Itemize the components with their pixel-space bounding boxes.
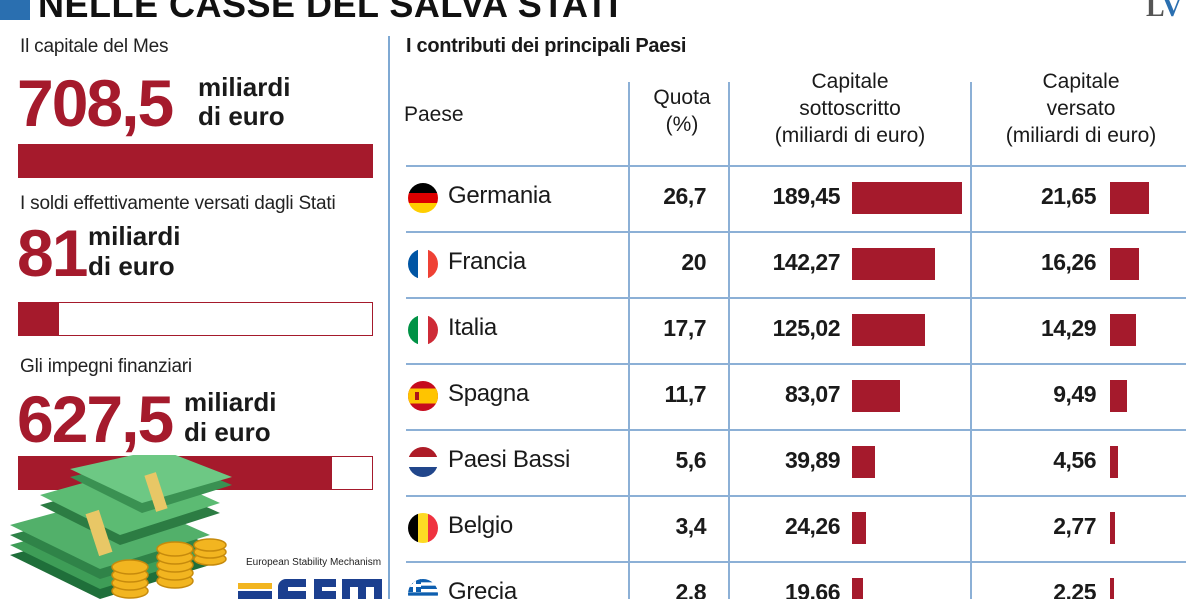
paid-bar [1110,248,1140,280]
paid-bar [1110,512,1115,544]
paid-value: 2,77 [1053,513,1096,539]
row-divider [406,561,1186,563]
publisher-logo: LV [1146,0,1183,23]
column-header-paid-line1: Capitale [1042,70,1120,93]
header-accent-block [0,0,30,20]
paid-bar [1110,446,1119,478]
stat-bar-capital [18,144,373,178]
money-stack-illustration [10,455,232,599]
subscribed-value: 125,02 [772,315,841,341]
page-title: NELLE CASSE DEL SALVA STATI [38,0,619,25]
subscribed-bar [852,248,935,280]
share-value: 11,7 [664,381,707,407]
share-value: 2,8 [675,579,707,599]
stat-number-paid: 81 [17,216,88,290]
paid-value: 21,65 [1040,183,1097,209]
subscribed-value: 189,45 [772,183,841,209]
country-name: Italia [448,314,497,341]
column-header-share-line2: (%) [665,113,699,136]
table-title: I contributi dei principali Paesi [406,35,687,57]
column-divider [388,36,390,599]
share-value: 5,6 [675,447,707,473]
column-rule [728,82,730,599]
stat-unit-capital-line1: miliardi [198,72,291,102]
esm-caption: European Stability Mechanism [246,557,382,568]
subscribed-bar [852,314,925,346]
subscribed-bar [852,578,864,599]
paid-bar [1110,578,1115,599]
share-value: 3,4 [675,513,707,539]
stat-unit-paid-line2: di euro [88,251,175,281]
column-header-subscribed-line3: (miliardi di euro) [774,124,926,147]
column-header-paid-line3: (miliardi di euro) [1005,124,1157,147]
subscribed-value: 39,89 [784,447,841,473]
france-flag [408,249,438,279]
row-divider [406,429,1186,431]
paid-bar [1110,380,1128,412]
column-header-share-line1: Quota [653,86,711,109]
stat-bar-fill [19,303,60,335]
stat-caption-capital: Il capitale del Mes [20,36,169,57]
paid-value: 16,26 [1040,249,1097,275]
country-name: Spagna [448,380,529,407]
stat-unit-paid-line1: miliardi [88,221,181,251]
paid-bar [1110,182,1149,214]
country-name: Francia [448,248,526,275]
column-header-paid-line2: versato [1046,97,1116,120]
germany-flag [408,183,438,213]
stat-unit-commitments-line2: di euro [184,417,271,447]
esm-logo [238,579,382,599]
subscribed-bar [852,446,876,478]
country-name: Germania [448,182,551,209]
subscribed-value: 24,26 [784,513,841,539]
spain-flag [408,381,438,411]
row-divider [406,165,1186,167]
paid-bar [1110,314,1136,346]
row-divider [406,495,1186,497]
column-rule [970,82,972,599]
country-name: Belgio [448,512,513,539]
subscribed-bar [852,512,867,544]
italy-flag [408,315,438,345]
subscribed-value: 142,27 [772,249,841,275]
column-header-country: Paese [404,103,464,126]
country-name: Paesi Bassi [448,446,571,473]
belgium-flag [408,513,438,543]
paid-value: 9,49 [1053,381,1096,407]
share-value: 20 [681,249,706,275]
paid-value: 2,25 [1053,579,1096,599]
subscribed-value: 83,07 [784,381,841,407]
stat-bar-paid [18,302,373,336]
stat-caption-commitments: Gli impegni finanziari [20,356,192,377]
share-value: 17,7 [663,315,706,341]
stat-number-commitments: 627,5 [17,382,174,456]
column-header-subscribed-line2: sottoscritto [799,97,901,120]
country-name: Grecia [448,578,517,599]
stat-unit-commitments-line1: miliardi [184,387,277,417]
column-header-subscribed-line1: Capitale [811,70,889,93]
paid-value: 4,56 [1053,447,1096,473]
stat-number-capital: 708,5 [17,66,174,140]
share-value: 26,7 [663,183,706,209]
stat-unit-capital-line2: di euro [198,101,285,131]
netherlands-flag [408,447,438,477]
subscribed-value: 19,66 [784,579,841,599]
subscribed-bar [852,380,901,412]
column-rule [628,82,630,599]
row-divider [406,231,1186,233]
row-divider [406,297,1186,299]
stat-caption-paid: I soldi effettivamente versati dagli Sta… [20,193,336,214]
stat-bar-fill [19,145,372,177]
subscribed-bar [852,182,962,214]
row-divider [406,363,1186,365]
greece-flag [408,579,438,599]
paid-value: 14,29 [1040,315,1097,341]
